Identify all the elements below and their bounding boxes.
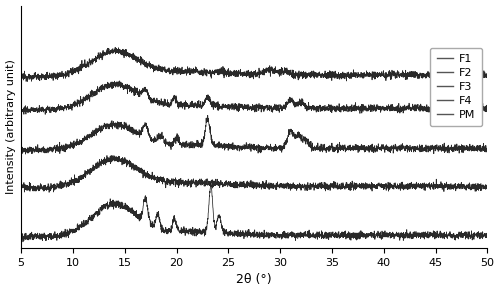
X-axis label: 2θ (°): 2θ (°) <box>236 273 272 286</box>
Y-axis label: Intensity (arbitrary unit): Intensity (arbitrary unit) <box>6 60 16 194</box>
Legend: F1, F2, F3, F4, PM: F1, F2, F3, F4, PM <box>430 48 482 126</box>
